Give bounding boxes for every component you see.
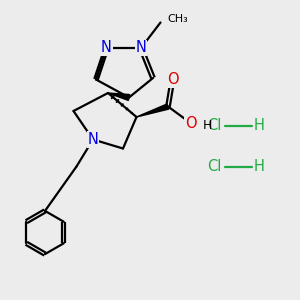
Text: N: N [136,40,146,56]
Text: N: N [101,40,112,56]
Text: O: O [167,72,178,87]
Text: H: H [254,118,265,134]
Text: N: N [88,132,98,147]
Text: O: O [185,116,196,130]
Text: Cl: Cl [207,118,222,134]
Text: Cl: Cl [207,159,222,174]
Text: H: H [254,159,265,174]
Text: CH₃: CH₃ [167,14,188,25]
Text: H: H [203,119,212,132]
Polygon shape [108,93,130,100]
Polygon shape [136,104,169,117]
